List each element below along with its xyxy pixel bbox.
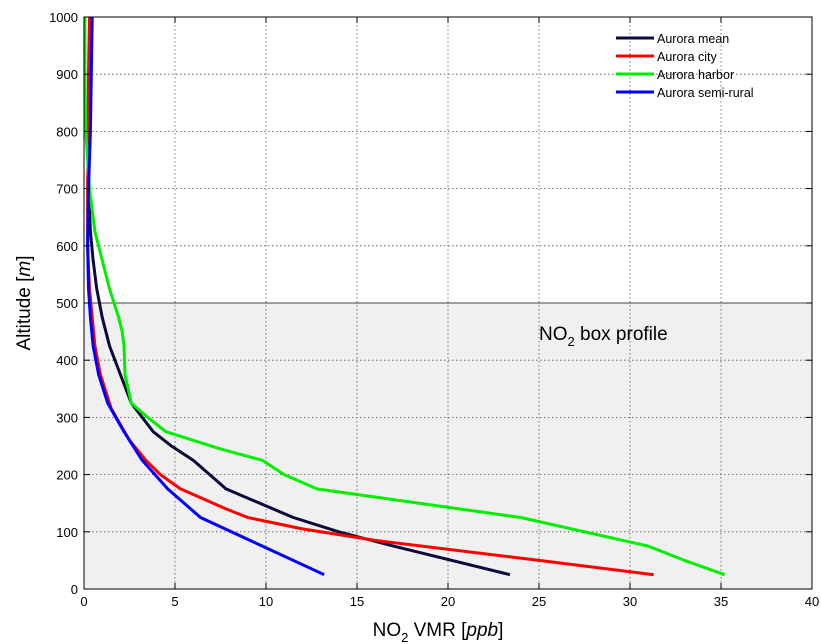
annotation-main: NO (539, 324, 568, 345)
y-tick-label: 600 (56, 239, 78, 254)
x-axis-title-close: ] (498, 620, 503, 641)
tick-label-layer: 0 5 10 15 20 25 30 35 40010020030040050060070080… (49, 10, 819, 609)
legend-label-3: Aurora semi-rural (657, 86, 754, 100)
x-tick-label: 10 (259, 594, 273, 609)
x-axis-title-main: NO (373, 620, 402, 641)
series-line-3 (86, 16, 325, 577)
axis-title-layer: NO2 VMR [ppb]Altitude [m] (14, 255, 503, 644)
annotation-rest: box profile (575, 324, 668, 345)
x-axis-title-rest: VMR [ (408, 620, 467, 641)
box-profile-annotation: NO2 box profile (539, 324, 668, 349)
y-tick-label: 400 (56, 353, 78, 368)
x-tick-label: 35 (714, 594, 728, 609)
plot-frame-layer (83, 16, 813, 590)
y-tick-label: 500 (56, 296, 78, 311)
series-line-2 (83, 17, 726, 577)
y-tick-label: 900 (56, 67, 78, 82)
x-tick-label: 25 (532, 594, 546, 609)
y-tick-label: 0 (71, 582, 78, 597)
x-axis-title-unit: ppb (465, 620, 498, 641)
x-tick-label: 5 (171, 594, 178, 609)
y-axis-title: Altitude [m] (14, 255, 35, 350)
x-tick-label: 30 (623, 594, 637, 609)
x-tick-label: 0 (80, 594, 87, 609)
x-tick-label: 20 (441, 594, 455, 609)
y-tick-label: 100 (56, 525, 78, 540)
y-tick-label: 300 (56, 410, 78, 425)
y-axis-title-close: ] (14, 255, 35, 260)
annotation-subscript: 2 (568, 334, 575, 349)
legend-layer: Aurora mean Aurora city Aurora harbor Auror… (616, 32, 754, 100)
y-tick-label: 700 (56, 182, 78, 197)
y-axis-title-unit: m (14, 261, 35, 277)
legend-label-2: Aurora harbor (657, 68, 734, 82)
y-tick-label: 200 (56, 468, 78, 483)
x-tick-label: 40 (805, 594, 819, 609)
legend-label-1: Aurora city (657, 50, 717, 64)
y-tick-label: 800 (56, 124, 78, 139)
x-axis-title: NO2 VMR [ppb] (373, 620, 504, 644)
y-tick-label: 1000 (49, 10, 78, 25)
x-tick-label: 15 (350, 594, 364, 609)
y-axis-title-main: Altitude [ (14, 276, 35, 351)
x-axis-title-subscript: 2 (401, 630, 408, 644)
legend-label-0: Aurora mean (657, 32, 729, 46)
annotation-layer: NO2 box profile (539, 324, 668, 349)
